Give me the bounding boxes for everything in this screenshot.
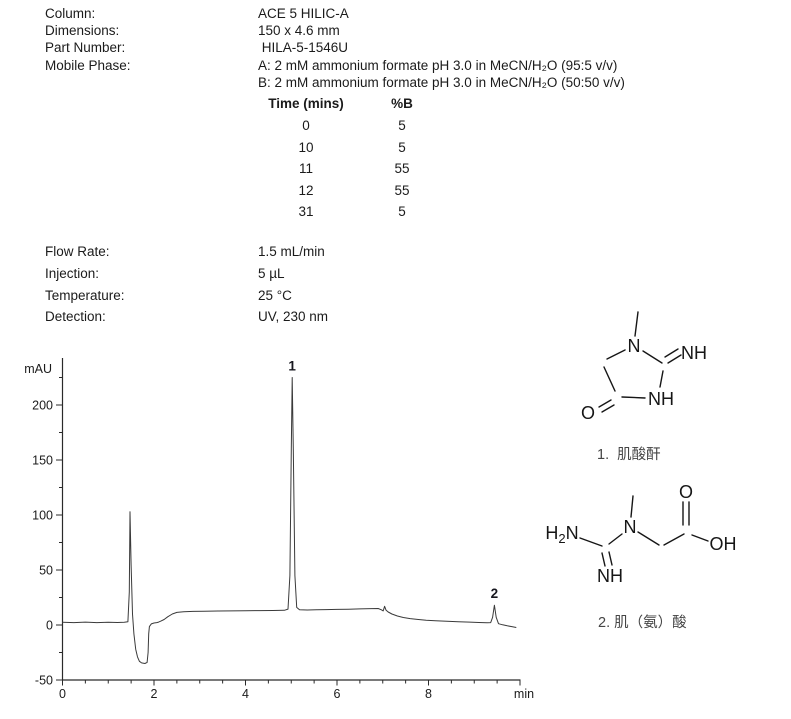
kv-value: A: 2 mM ammonium formate pH 3.0 in MeCN/…	[258, 57, 618, 73]
structure-2-caption: 2. 肌（氨）酸	[598, 615, 687, 631]
x-tick-label: 2	[151, 687, 158, 701]
kv-label: Flow Rate:	[45, 244, 110, 259]
gradient-time-cell: 12	[298, 182, 314, 198]
kv-value: 150 x 4.6 mm	[258, 23, 340, 39]
bond-line	[608, 551, 613, 566]
atom-label: N	[624, 517, 637, 537]
y-axis-unit-label: mAU	[24, 362, 52, 376]
bond-line	[601, 552, 606, 567]
bond-line	[608, 533, 623, 545]
x-tick-label: 0	[59, 687, 66, 701]
bond-line	[634, 311, 639, 337]
kv-value: 1.5 mL/min	[258, 244, 325, 259]
gradient-row: 31 5	[260, 204, 440, 225]
gradient-row: 12 55	[260, 183, 440, 204]
atom-label: H2N	[545, 523, 578, 546]
peak-label-1: 1	[288, 359, 296, 374]
y-tick-label: 150	[32, 454, 53, 468]
atom-label: NH	[681, 343, 707, 363]
atom-label: O	[679, 482, 693, 502]
kv-value: 25 °C	[258, 287, 292, 303]
bond-line	[603, 366, 616, 392]
y-tick-label: 50	[39, 564, 53, 578]
gradient-row: 11 55	[260, 161, 440, 182]
atom-label: O	[581, 403, 595, 423]
atom-label: OH	[710, 534, 737, 554]
bond-line	[663, 533, 685, 546]
x-tick-label: 6	[334, 687, 341, 701]
structure-creatine-drawing: H2N NH N O OH	[545, 482, 737, 586]
bond-line	[630, 495, 634, 518]
atom-label: NH	[597, 566, 623, 586]
gradient-header-pctb: %B	[391, 96, 413, 111]
bond-line	[691, 534, 709, 542]
kv-value: ACE 5 HILIC-A	[258, 6, 349, 21]
structure-creatinine-drawing: N NH NH O	[581, 311, 707, 423]
gradient-pctb-cell: 5	[398, 204, 406, 219]
gradient-time-cell: 31	[298, 204, 314, 219]
trace-line	[62, 377, 517, 664]
bond-line	[606, 349, 626, 360]
bond-line	[659, 370, 664, 388]
kv-value: B: 2 mM ammonium formate pH 3.0 in MeCN/…	[258, 74, 625, 90]
gradient-time-cell: 0	[302, 118, 310, 133]
bond-line	[601, 404, 615, 413]
kv-label: Detection:	[45, 309, 106, 325]
bond-line	[667, 354, 682, 364]
kv-value: 5 µL	[258, 265, 285, 281]
bond-line	[598, 399, 612, 408]
y-tick-label: 0	[46, 619, 53, 633]
kv-label: Part Number:	[45, 40, 126, 56]
gradient-pctb-cell: 5	[398, 118, 406, 133]
structure-1-caption: 1. 肌酸酐	[597, 447, 661, 463]
bond-line	[621, 396, 646, 399]
x-tick-label: 4	[242, 687, 249, 701]
y-tick-label: -50	[35, 674, 53, 688]
peak-label-2: 2	[491, 586, 499, 601]
kv-label: Mobile Phase:	[45, 57, 131, 73]
chromatogram: -50 0 50 100 150 200 0 2 4 6 8 mAU min 1 2	[24, 358, 534, 701]
bond-line	[637, 531, 660, 546]
bond-line	[579, 537, 603, 547]
x-axis-unit-label: min	[514, 687, 534, 701]
bond-line	[642, 350, 663, 364]
x-tick-label: 8	[425, 687, 432, 701]
kv-label: Injection:	[45, 265, 100, 281]
gradient-header-row: Time (mins) %B	[260, 96, 440, 117]
y-tick-label: 100	[32, 509, 53, 523]
atom-label: N	[628, 336, 641, 356]
gradient-time-cell: 11	[298, 161, 313, 176]
kv-label: Temperature:	[45, 287, 125, 303]
kv-value: HILA-5-1546U	[258, 40, 349, 56]
gradient-pctb-cell: 55	[394, 161, 410, 176]
kv-value: UV, 230 nm	[258, 309, 329, 325]
kv-label: Column:	[45, 6, 96, 21]
gradient-pctb-cell: 5	[398, 139, 406, 155]
gradient-pctb-cell: 55	[394, 182, 410, 198]
bond-line	[664, 348, 679, 358]
gradient-row: 10 5	[260, 140, 440, 161]
gradient-header-time: Time (mins)	[268, 96, 344, 111]
y-tick-label: 200	[32, 399, 53, 413]
gradient-time-cell: 10	[298, 139, 314, 155]
atom-label: NH	[648, 389, 674, 409]
kv-label: Dimensions:	[45, 23, 120, 39]
